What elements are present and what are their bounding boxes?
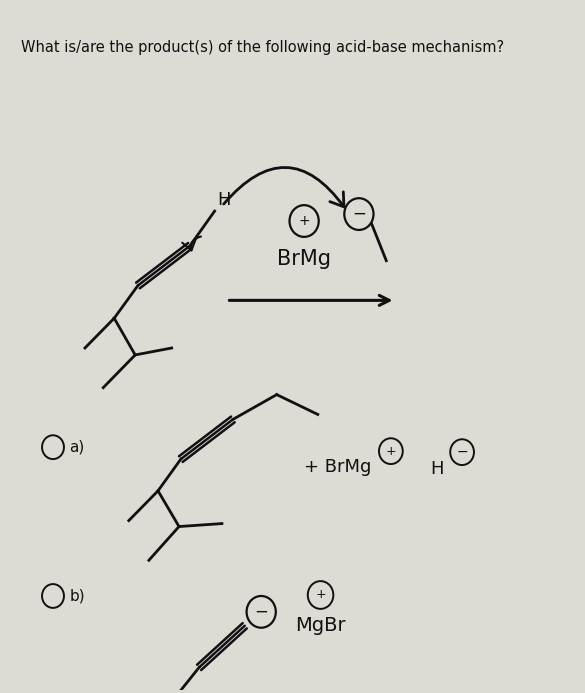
Text: +: + (298, 214, 310, 228)
Text: −: − (456, 445, 468, 459)
Text: −: − (352, 205, 366, 223)
FancyArrowPatch shape (223, 168, 344, 207)
Text: +: + (315, 588, 326, 602)
Text: H: H (218, 191, 231, 209)
Text: + BrMg: + BrMg (304, 458, 371, 476)
Text: b): b) (70, 588, 85, 604)
Text: BrMg: BrMg (277, 249, 331, 269)
Text: MgBr: MgBr (295, 616, 346, 635)
FancyArrowPatch shape (183, 236, 201, 250)
Text: −: − (254, 603, 268, 621)
Text: a): a) (70, 439, 85, 455)
Text: H: H (430, 460, 443, 478)
Text: +: + (386, 445, 396, 457)
Text: What is/are the product(s) of the following acid-base mechanism?: What is/are the product(s) of the follow… (21, 40, 504, 55)
